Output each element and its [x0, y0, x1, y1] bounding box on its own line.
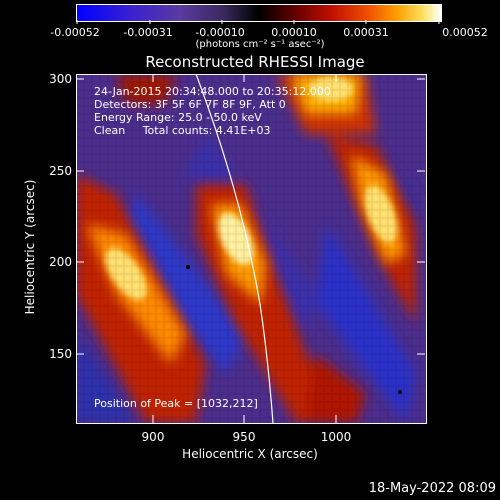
info-detectors: Detectors: 3F 5F 6F 7F 8F 9F, Att 0 [94, 98, 286, 111]
plot-frame [76, 74, 427, 424]
colorbar-tick-3: -0.00010 [195, 26, 245, 39]
colorbar-ticks [76, 20, 440, 24]
colorbar-tick-6: 0.00052 [442, 26, 488, 39]
x-tick-900: 900 [141, 430, 165, 444]
colorbar-tick-4: 0.00010 [271, 26, 317, 39]
y-tick-250: 250 [49, 164, 72, 178]
generated-timestamp: 18-May-2022 08:09 [368, 481, 496, 496]
colorbar-tick-5: 0.00031 [343, 26, 389, 39]
x-tick-1000: 1000 [320, 430, 352, 444]
colorbar-unit-label: (photons cm⁻² s⁻¹ asec⁻²) [195, 39, 325, 50]
colorbar [76, 4, 442, 22]
rhessi-image [76, 74, 426, 423]
info-clean: Clean Total counts: 4.41E+03 [94, 124, 271, 137]
y-tick-200: 200 [49, 255, 72, 269]
x-tick-950: 950 [232, 430, 256, 444]
y-tick-150: 150 [49, 347, 72, 361]
x-axis-label: Heliocentric X (arcsec) [182, 447, 318, 461]
info-peak-position: Position of Peak = [1032,212] [94, 397, 258, 410]
colorbar-tick-2: -0.00031 [123, 26, 173, 39]
plot-title: Reconstructed RHESSI Image [145, 53, 365, 71]
y-axis-label: Heliocentric Y (arcsec) [23, 179, 37, 315]
info-energy-range: Energy Range: 25.0 - 50.0 keV [94, 111, 262, 124]
colorbar-tick-1: -0.00052 [50, 26, 100, 39]
info-time-range: 24-Jan-2015 20:34:48.000 to 20:35:12.000 [94, 85, 331, 98]
y-tick-300: 300 [49, 72, 72, 86]
